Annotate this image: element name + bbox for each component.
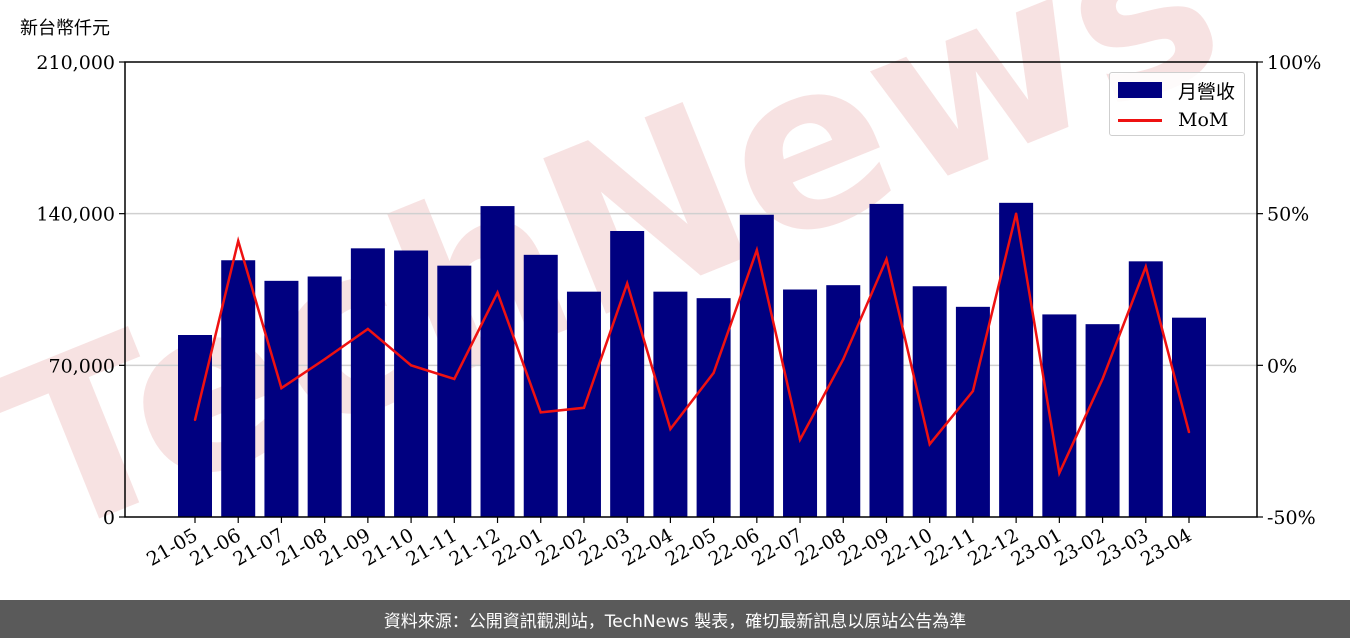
bar-23-02 — [1085, 324, 1120, 517]
mom-point-21-11 — [453, 377, 456, 381]
left-tick-label: 210,000 — [36, 52, 115, 74]
mom-point-22-05 — [712, 371, 715, 375]
bar-23-01 — [1042, 314, 1077, 517]
bar-22-05 — [696, 298, 731, 517]
x-tick-label: 23-04 — [1137, 524, 1195, 570]
mom-point-21-07 — [280, 386, 283, 390]
right-tick-label: -50% — [1267, 507, 1316, 529]
bar-21-09 — [350, 248, 385, 518]
bar-22-09 — [869, 203, 904, 517]
left-tick-label: 140,000 — [36, 204, 115, 226]
mom-point-21-12 — [496, 291, 499, 294]
bar-21-12 — [480, 206, 515, 518]
bar-23-03 — [1128, 261, 1163, 517]
mom-point-21-06 — [237, 239, 240, 243]
bar-22-01 — [523, 254, 558, 518]
mom-point-22-11 — [971, 389, 975, 393]
bar-21-06 — [221, 260, 256, 517]
bar-22-07 — [783, 289, 818, 517]
legend-swatch-revenue — [1118, 82, 1162, 98]
legend: 月營收 MoM — [1109, 72, 1245, 136]
mom-point-23-04 — [1187, 430, 1191, 434]
mom-point-22-07 — [798, 438, 802, 441]
bar-21-05 — [178, 335, 212, 517]
left-tick-label: 0 — [103, 507, 115, 529]
mom-point-23-01 — [1058, 471, 1061, 475]
bar-21-11 — [437, 265, 472, 517]
plot-frame — [124, 61, 1258, 518]
legend-swatch-mom — [1118, 118, 1162, 122]
bar-22-06 — [739, 214, 774, 517]
mom-point-22-06 — [755, 248, 759, 252]
bar-22-10 — [912, 286, 947, 517]
bar-21-10 — [394, 250, 429, 517]
left-tick-label: 70,000 — [49, 355, 115, 377]
bar-22-04 — [653, 291, 688, 517]
mom-point-21-09 — [366, 327, 370, 331]
right-tick-label: 50% — [1267, 204, 1309, 226]
mom-point-22-08 — [842, 358, 845, 361]
mom-point-23-03 — [1144, 265, 1147, 268]
mom-point-22-12 — [1014, 212, 1018, 215]
mom-point-23-02 — [1101, 377, 1104, 381]
legend-item-mom: MoM — [1118, 108, 1228, 132]
mom-point-22-04 — [669, 427, 672, 431]
legend-label-mom: MoM — [1178, 109, 1229, 131]
source-footer: 資料來源：公開資訊觀測站，TechNews 製表，確切最新訊息以原站公告為準 — [0, 600, 1350, 638]
y-axis-unit-label: 新台幣仟元 — [20, 18, 110, 39]
source-footer-text: 資料來源：公開資訊觀測站，TechNews 製表，確切最新訊息以原站公告為準 — [383, 611, 967, 632]
right-tick-label: 100% — [1267, 52, 1321, 74]
bar-23-04 — [1172, 317, 1206, 517]
bar-21-08 — [307, 276, 342, 517]
mom-point-22-02 — [582, 406, 586, 409]
legend-label-revenue: 月營收 — [1178, 80, 1236, 103]
bar-22-08 — [826, 285, 861, 517]
bar-22-12 — [999, 202, 1034, 518]
bar-22-03 — [610, 231, 645, 517]
bar-21-07 — [264, 280, 299, 517]
mom-point-21-10 — [409, 364, 413, 367]
mom-point-22-03 — [625, 282, 629, 285]
mom-point-21-08 — [323, 358, 326, 361]
mom-point-22-09 — [885, 257, 888, 261]
mom-point-21-05 — [193, 418, 197, 422]
chart: TechNews070,000140,000210,000-50%0%50%10… — [0, 0, 1321, 591]
right-tick-label: 0% — [1267, 355, 1297, 377]
legend-item-revenue: 月營收 — [1118, 78, 1236, 103]
mom-line — [193, 213, 1191, 478]
mom-point-22-10 — [928, 443, 931, 446]
mom-point-22-01 — [539, 411, 542, 414]
